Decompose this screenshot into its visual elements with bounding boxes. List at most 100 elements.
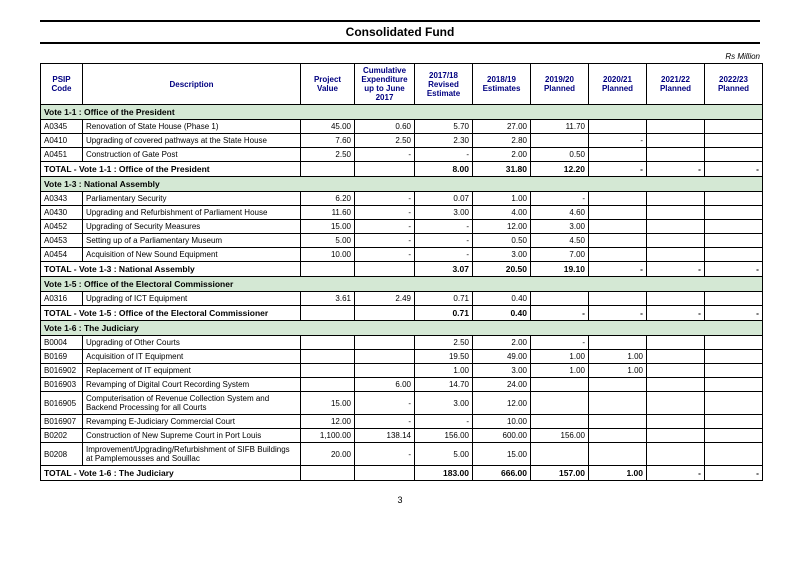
description: Revamping of Digital Court Recording Sys…	[83, 378, 301, 392]
description: Renovation of State House (Phase 1)	[83, 120, 301, 134]
table-row: A0343Parliamentary Security6.20-0.071.00…	[41, 192, 763, 206]
cell-y1718: 3.00	[415, 392, 473, 415]
cell-y2223	[705, 206, 763, 220]
psip-code: B0169	[41, 350, 83, 364]
cell-y2021	[589, 120, 647, 134]
page-title: Consolidated Fund	[40, 20, 760, 44]
table-row: A0316Upgrading of ICT Equipment3.612.490…	[41, 292, 763, 306]
cell-y2122	[647, 415, 705, 429]
cell-y1819: 27.00	[473, 120, 531, 134]
cell-y1920: 1.00	[531, 350, 589, 364]
cell-cum: -	[355, 415, 415, 429]
cell-cum: 2.50	[355, 134, 415, 148]
total-y1718: 0.71	[415, 306, 473, 321]
description: Upgrading of Security Measures	[83, 220, 301, 234]
psip-code: B016903	[41, 378, 83, 392]
cell-y2021	[589, 234, 647, 248]
cell-y2021	[589, 429, 647, 443]
cell-y1920: -	[531, 336, 589, 350]
cell-y1718: 5.00	[415, 443, 473, 466]
cell-y2021	[589, 248, 647, 262]
cell-cum	[355, 336, 415, 350]
cell-y2122	[647, 220, 705, 234]
cell-y1718: -	[415, 148, 473, 162]
cell-y2122	[647, 234, 705, 248]
cell-y2122	[647, 248, 705, 262]
table-row: B016902Replacement of IT equipment1.003.…	[41, 364, 763, 378]
cell-value: 6.20	[301, 192, 355, 206]
cell-value: 2.50	[301, 148, 355, 162]
cell-y2223	[705, 415, 763, 429]
cell-y1819: 600.00	[473, 429, 531, 443]
col-desc: Description	[83, 64, 301, 105]
col-cum: Cumulative Expenditure up to June 2017	[355, 64, 415, 105]
total-y1920: -	[531, 306, 589, 321]
cell-y1920: 4.60	[531, 206, 589, 220]
cell-y1718: 3.00	[415, 206, 473, 220]
cell-y2021	[589, 415, 647, 429]
cell-y1718: -	[415, 234, 473, 248]
cell-y2223	[705, 292, 763, 306]
cell-y1718: 1.00	[415, 364, 473, 378]
section-heading-label: Vote 1-3 : National Assembly	[41, 177, 763, 192]
cell-y2223	[705, 192, 763, 206]
description: Parliamentary Security	[83, 192, 301, 206]
cell-y1718: 2.50	[415, 336, 473, 350]
total-y2021: -	[589, 162, 647, 177]
total-value	[301, 466, 355, 481]
description: Construction of New Supreme Court in Por…	[83, 429, 301, 443]
table-row: B0004Upgrading of Other Courts2.502.00-	[41, 336, 763, 350]
cell-cum	[355, 350, 415, 364]
description: Acquisition of New Sound Equipment	[83, 248, 301, 262]
total-row: TOTAL - Vote 1-1 : Office of the Preside…	[41, 162, 763, 177]
cell-y2122	[647, 364, 705, 378]
section-heading: Vote 1-1 : Office of the President	[41, 105, 763, 120]
cell-y1819: 3.00	[473, 248, 531, 262]
cell-y2122	[647, 429, 705, 443]
table-row: B0202Construction of New Supreme Court i…	[41, 429, 763, 443]
col-1920: 2019/20 Planned	[531, 64, 589, 105]
cell-y2021: 1.00	[589, 364, 647, 378]
cell-cum: -	[355, 248, 415, 262]
cell-y1819: 12.00	[473, 220, 531, 234]
total-label: TOTAL - Vote 1-5 : Office of the Elector…	[41, 306, 301, 321]
total-y1920: 12.20	[531, 162, 589, 177]
cell-y2021	[589, 148, 647, 162]
cell-value	[301, 378, 355, 392]
table-row: A0345Renovation of State House (Phase 1)…	[41, 120, 763, 134]
table-row: B0169Acquisition of IT Equipment19.5049.…	[41, 350, 763, 364]
cell-y2122	[647, 120, 705, 134]
section-heading-label: Vote 1-1 : Office of the President	[41, 105, 763, 120]
cell-value: 15.00	[301, 392, 355, 415]
psip-code: A0316	[41, 292, 83, 306]
cell-value: 20.00	[301, 443, 355, 466]
psip-code: A0343	[41, 192, 83, 206]
total-cum	[355, 162, 415, 177]
section-heading-label: Vote 1-6 : The Judiciary	[41, 321, 763, 336]
total-y2122: -	[647, 162, 705, 177]
table-row: A0451Construction of Gate Post2.50--2.00…	[41, 148, 763, 162]
table-row: A0430Upgrading and Refurbishment of Parl…	[41, 206, 763, 220]
cell-cum: 138.14	[355, 429, 415, 443]
cell-y2122	[647, 350, 705, 364]
cell-y1718: -	[415, 415, 473, 429]
cell-y2021	[589, 336, 647, 350]
cell-y1718: 14.70	[415, 378, 473, 392]
cell-cum: -	[355, 192, 415, 206]
cell-value: 45.00	[301, 120, 355, 134]
cell-value: 5.00	[301, 234, 355, 248]
total-cum	[355, 306, 415, 321]
table-row: A0410Upgrading of covered pathways at th…	[41, 134, 763, 148]
cell-y1920	[531, 378, 589, 392]
cell-y1920	[531, 443, 589, 466]
section-heading: Vote 1-3 : National Assembly	[41, 177, 763, 192]
cell-y2021: -	[589, 134, 647, 148]
total-row: TOTAL - Vote 1-5 : Office of the Elector…	[41, 306, 763, 321]
cell-y2122	[647, 292, 705, 306]
cell-cum: 6.00	[355, 378, 415, 392]
col-2223: 2022/23 Planned	[705, 64, 763, 105]
psip-code: B016907	[41, 415, 83, 429]
total-value	[301, 162, 355, 177]
cell-y2223	[705, 148, 763, 162]
col-value: Project Value	[301, 64, 355, 105]
